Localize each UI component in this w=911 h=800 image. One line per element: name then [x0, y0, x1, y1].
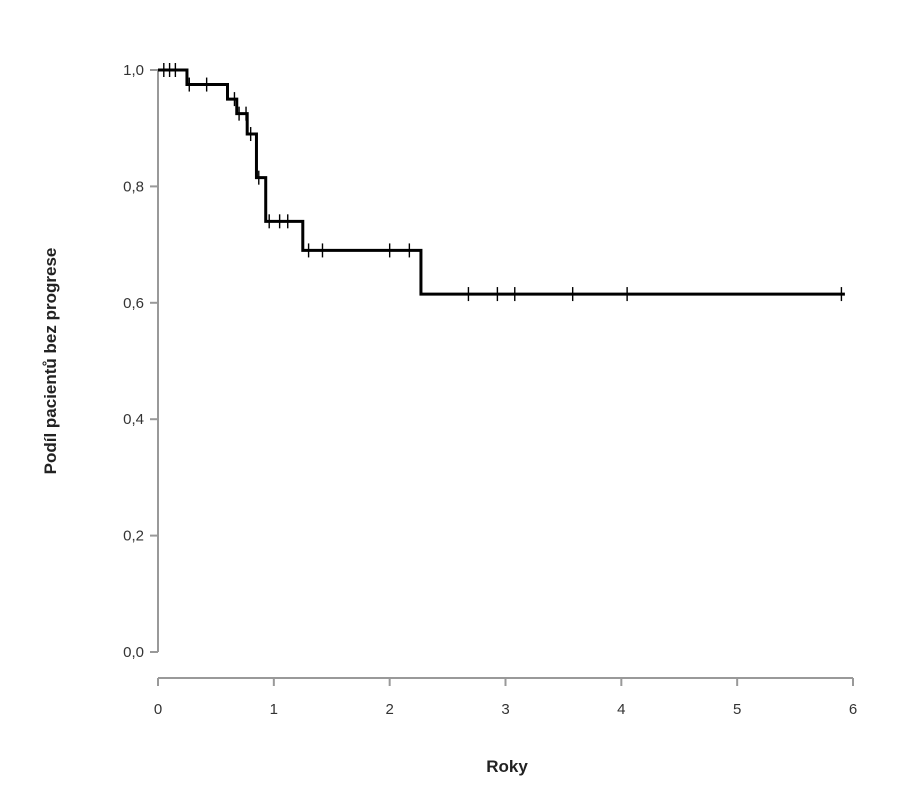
y-axis-title: Podíl pacientů bez progrese — [41, 248, 60, 475]
x-tick-label: 0 — [154, 701, 162, 718]
x-tick-label: 2 — [385, 701, 393, 718]
y-tick-label: 0,0 — [123, 644, 144, 661]
x-tick-label: 3 — [501, 701, 509, 718]
y-tick-label: 0,4 — [123, 411, 144, 428]
plot-area — [158, 63, 845, 302]
y-tick-label: 0,8 — [123, 178, 144, 195]
survival-step-line — [158, 68, 845, 296]
y-tick-label: 1,0 — [123, 62, 144, 79]
x-tick-label: 5 — [733, 701, 741, 718]
x-tick-label: 4 — [617, 701, 625, 718]
x-tick-label: 1 — [270, 701, 278, 718]
y-tick-label: 0,6 — [123, 295, 144, 312]
x-axis-title: Roky — [486, 757, 528, 776]
y-tick-label: 0,2 — [123, 528, 144, 545]
x-tick-label: 6 — [849, 701, 857, 718]
axes: 0,0 0,2 0,4 0,6 0,8 1,0 0 1 2 3 4 5 6 — [123, 62, 857, 718]
